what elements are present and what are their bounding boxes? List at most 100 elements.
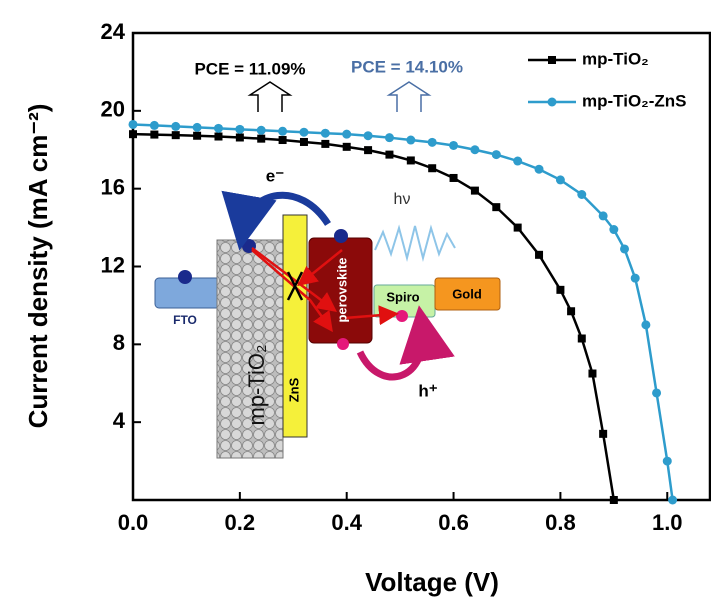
- data-point: [342, 142, 351, 151]
- data-point: [171, 131, 180, 140]
- arrow: [344, 305, 399, 326]
- layer-label: mp-TiO₂: [244, 344, 269, 425]
- data-point: [577, 334, 586, 343]
- data-point: [513, 156, 523, 166]
- tio2-layer: [216, 239, 284, 459]
- data-point: [235, 133, 244, 142]
- data-point: [299, 137, 308, 146]
- gold-layer: [434, 277, 501, 311]
- y-tick-label: 16: [101, 174, 125, 199]
- data-point: [641, 320, 651, 330]
- hole-transfer: [356, 305, 455, 381]
- data-point: [364, 146, 373, 155]
- data-point: [320, 128, 330, 138]
- data-point: [513, 223, 522, 232]
- data-point: [534, 164, 544, 174]
- data-point: [577, 190, 587, 200]
- hole-dot: [396, 310, 408, 322]
- data-point: [588, 369, 597, 378]
- layer-label: FTO: [173, 313, 197, 327]
- photon-label: hν: [394, 191, 411, 208]
- y-tick-label: 24: [101, 19, 126, 44]
- data-line: [132, 132, 616, 501]
- y-tick-label: 20: [101, 97, 125, 122]
- data-point: [363, 131, 373, 141]
- data-point: [321, 139, 330, 148]
- electron-dot: [334, 229, 348, 243]
- y-tick-label: 8: [113, 330, 125, 355]
- data-point: [129, 130, 137, 139]
- data-point: [470, 186, 479, 195]
- legend-label: mp-TiO₂: [582, 49, 649, 68]
- data-point: [150, 130, 159, 139]
- data-point: [620, 244, 630, 254]
- annotation: PCE = 14.10%: [351, 57, 463, 76]
- data-point: [609, 496, 618, 504]
- data-point: [384, 133, 394, 143]
- data-point: [149, 120, 159, 130]
- data-point: [449, 173, 458, 182]
- data-point: [609, 225, 619, 235]
- legend-marker: [547, 97, 557, 107]
- annotation: PCE = 11.09%: [194, 59, 305, 78]
- data-point: [470, 145, 480, 155]
- electron-dot: [178, 270, 192, 284]
- data-point: [449, 140, 459, 150]
- data-point: [171, 121, 181, 131]
- data-point: [598, 211, 608, 221]
- data-point: [662, 456, 672, 466]
- data-point: [535, 250, 544, 259]
- arrow: [297, 249, 343, 287]
- electron-transfer: [221, 190, 331, 251]
- data-point: [299, 127, 309, 137]
- x-tick-label: 0.8: [545, 510, 576, 535]
- x-tick-label: 0.0: [118, 510, 149, 535]
- data-point: [342, 129, 352, 139]
- data-point: [214, 132, 223, 141]
- legend-marker: [548, 56, 556, 64]
- hole-dot: [337, 338, 349, 350]
- y-tick-label: 4: [113, 408, 126, 433]
- layer-label: perovskite: [334, 257, 349, 322]
- layer-label: ZnS: [286, 377, 301, 402]
- data-point: [256, 125, 266, 135]
- inset-diagram: FTO mp-TiO₂ ZnS perovskite Spiro Gold e⁻…: [154, 166, 501, 459]
- x-tick-label: 0.2: [225, 510, 256, 535]
- light-wave: [374, 224, 456, 262]
- electron-label: e⁻: [266, 166, 284, 185]
- data-point: [406, 135, 416, 145]
- data-point: [213, 123, 223, 133]
- data-point: [491, 150, 501, 160]
- data-point: [278, 126, 288, 136]
- data-point: [599, 429, 608, 438]
- legend-label: mp-TiO₂-ZnS: [582, 91, 687, 110]
- data-point: [492, 203, 501, 212]
- x-tick-label: 1.0: [652, 510, 683, 535]
- data-point: [278, 136, 287, 145]
- data-point: [630, 273, 640, 283]
- data-point: [406, 156, 415, 165]
- data-point: [385, 150, 394, 159]
- block-cross: [286, 271, 304, 301]
- data-point: [427, 137, 437, 147]
- x-axis-label: Voltage (V): [365, 567, 499, 597]
- series: [129, 130, 618, 504]
- data-point: [652, 388, 662, 398]
- layer-label: Gold: [452, 286, 482, 301]
- data-point: [128, 119, 138, 129]
- data-point: [556, 285, 565, 294]
- data-point: [257, 134, 266, 143]
- up-arrow: [247, 81, 293, 112]
- data-point: [668, 495, 678, 505]
- zns-layer: [282, 214, 308, 438]
- arrow: [251, 249, 333, 333]
- y-axis-label: Current density (mA cm⁻²): [23, 104, 53, 429]
- layer-label: Spiro: [386, 289, 419, 304]
- hole-label: h⁺: [418, 381, 437, 400]
- data-point: [567, 307, 576, 316]
- data-point: [193, 131, 202, 140]
- up-arrow: [386, 81, 432, 112]
- data-point: [428, 164, 437, 173]
- x-tick-label: 0.6: [438, 510, 469, 535]
